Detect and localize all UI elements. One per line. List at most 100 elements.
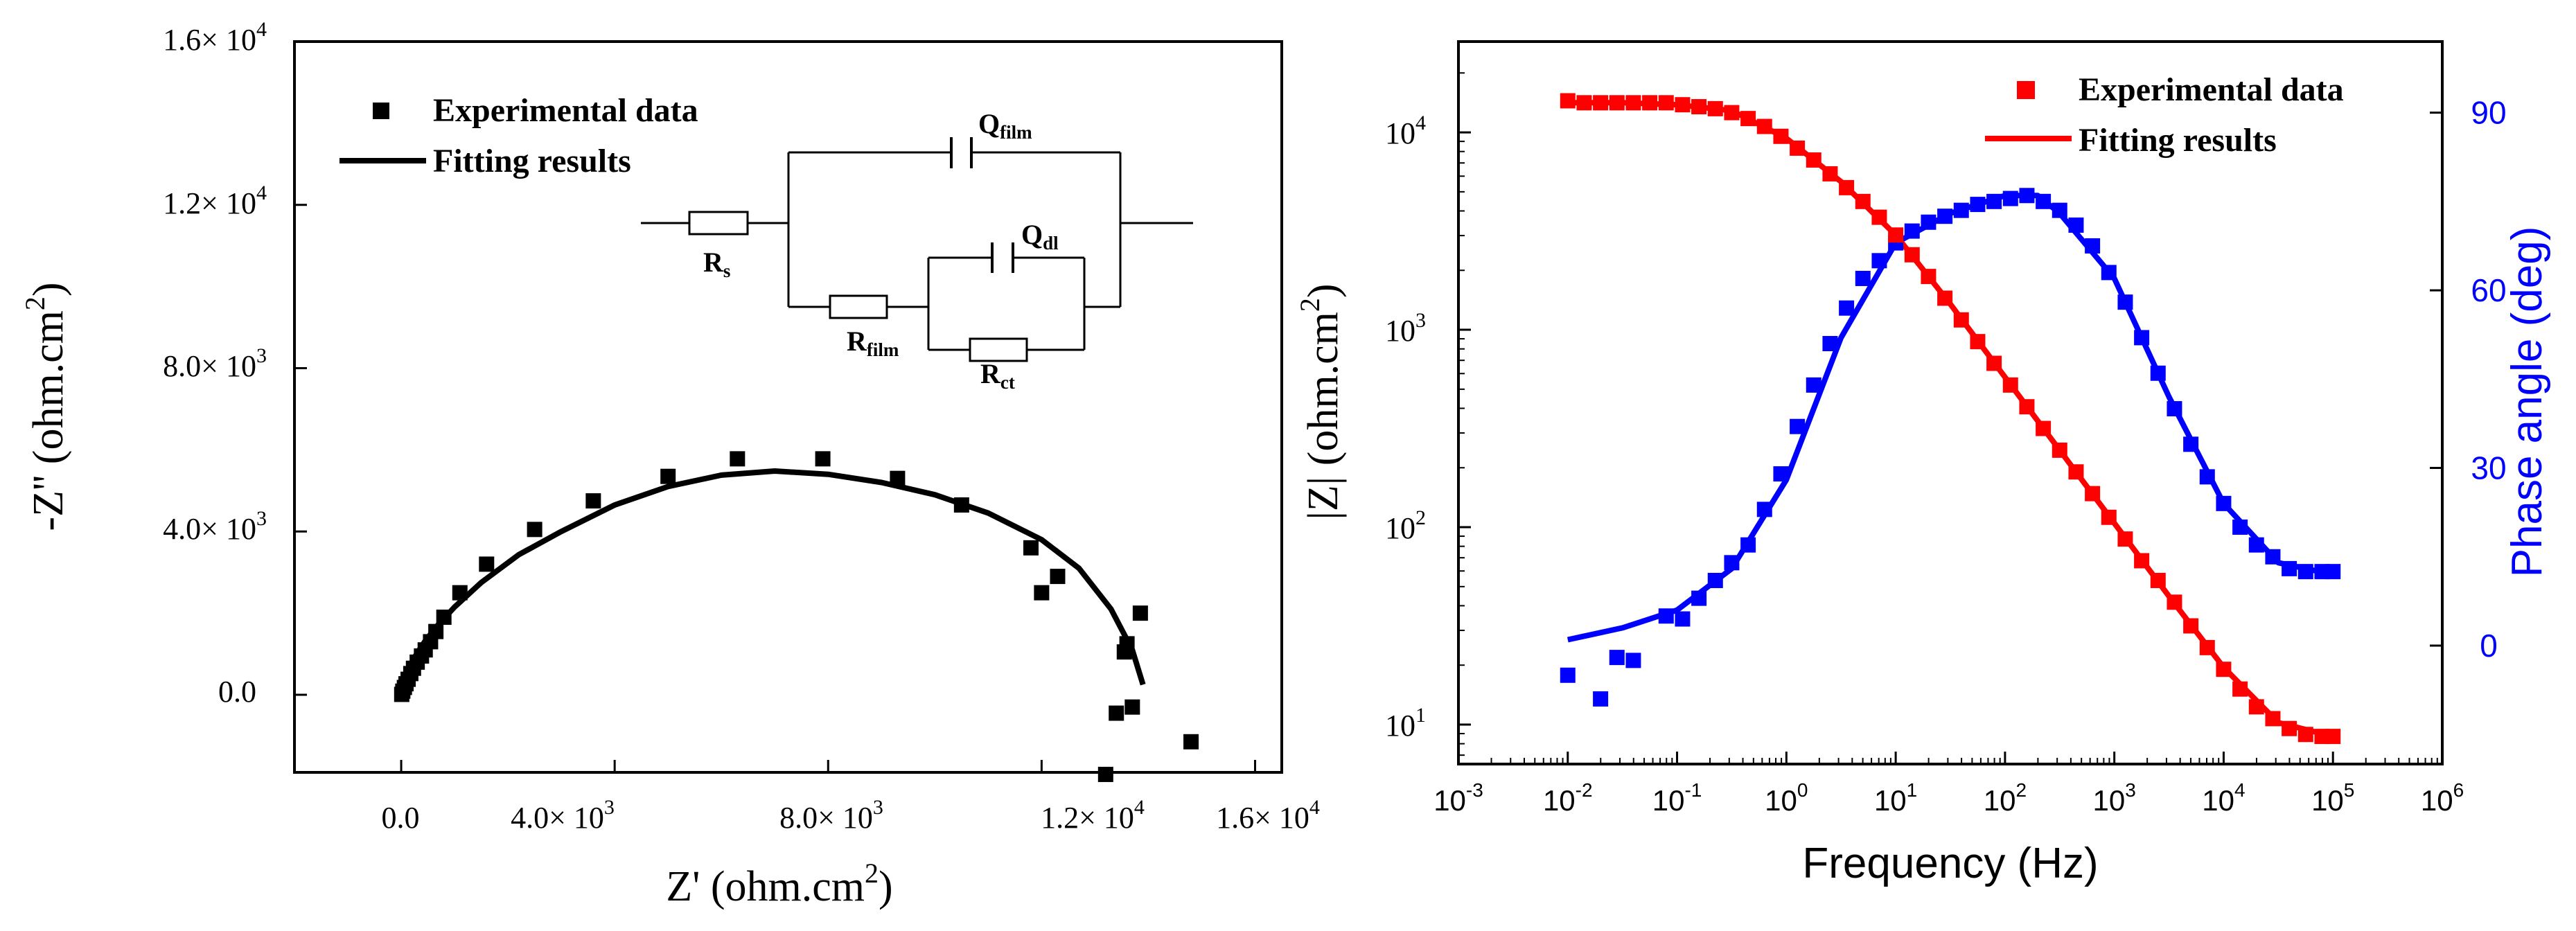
phase-data-point	[1790, 418, 1806, 434]
nyquist-data-point	[1097, 766, 1113, 782]
nyquist-data-point	[1023, 540, 1039, 556]
impedance-data-point	[1658, 95, 1674, 111]
impedance-data-point	[2199, 639, 2215, 655]
bode-x-tick-label: 106	[2421, 779, 2464, 817]
nyquist-data-point	[1132, 605, 1148, 621]
impedance-data-point	[2232, 681, 2248, 697]
bode-ticks	[1457, 72, 2444, 764]
impedance-data-point	[2019, 399, 2035, 415]
nyquist-x-tick-label: 1.6× 104	[1216, 796, 1320, 835]
impedance-fit-line	[1567, 100, 2334, 739]
circuit-labels: Rs Qfilm Rfilm Qdl Rct	[703, 108, 1059, 393]
legend-square-marker	[2017, 81, 2035, 99]
legend-label-experimental: Experimental data	[433, 92, 698, 129]
impedance-experimental-series	[1560, 93, 2341, 745]
nyquist-x-axis-title: Z' (ohm.cm2)	[666, 858, 892, 910]
rfilm-label: Rfilm	[847, 326, 899, 360]
phase-data-point	[2265, 549, 2281, 565]
impedance-data-point	[1921, 269, 1937, 285]
impedance-data-point	[1642, 95, 1658, 111]
phase-data-point	[2183, 436, 2199, 452]
rfilm-resistor	[829, 294, 888, 319]
impedance-data-point	[2101, 509, 2117, 525]
nyquist-y-tick-label: 1.2× 104	[163, 181, 267, 220]
phase-data-point	[1756, 502, 1772, 517]
bode-x-tick-label: 100	[1765, 779, 1808, 817]
phase-data-point	[2282, 560, 2297, 576]
bode-x-tick-label: 105	[2311, 779, 2354, 817]
phase-experimental-series	[1560, 188, 2341, 707]
impedance-data-point	[2002, 377, 2018, 393]
impedance-data-point	[1871, 209, 1887, 225]
phase-data-point	[2150, 365, 2166, 381]
impedance-data-point	[1756, 118, 1772, 134]
phase-data-point	[2036, 193, 2052, 209]
phase-data-point	[2297, 564, 2313, 580]
bode-x-tick-label: 10-1	[1652, 779, 1702, 817]
legend-label-fitting: Fitting results	[433, 143, 631, 179]
nyquist-plot-frame	[293, 40, 1283, 774]
phase-data-point	[2068, 218, 2084, 233]
nyquist-y-tick-label: 0.0	[218, 675, 256, 709]
nyquist-data-point	[585, 493, 601, 509]
impedance-data-point	[2085, 486, 2101, 502]
nyquist-legend: Experimental data Fitting results	[339, 92, 698, 179]
phase-data-point	[2117, 294, 2133, 310]
impedance-data-point	[2216, 662, 2232, 677]
phase-data-point	[1855, 270, 1871, 286]
nyquist-data-point	[890, 470, 906, 486]
bode-y-tick-label: 104	[1385, 112, 1426, 150]
nyquist-data-point	[1124, 699, 1140, 715]
phase-data-point	[1724, 555, 1740, 571]
bode-y-axis-title: |Z| (ohm.cm2)	[1294, 284, 1347, 520]
nyquist-y-tick-label: 1.6× 104	[163, 18, 267, 57]
nyquist-data-point	[1050, 569, 1066, 585]
bode-x-tick-label: 101	[1874, 779, 1917, 817]
nyquist-data-point	[1109, 705, 1124, 721]
bode-x-tick-label: 102	[1984, 779, 2027, 817]
rct-resistor	[969, 337, 1028, 362]
phase-data-point	[1740, 537, 1756, 553]
impedance-data-point	[2068, 464, 2084, 480]
nyquist-data-point	[815, 451, 831, 467]
impedance-data-point	[1855, 193, 1871, 209]
nyquist-y-tick-label: 8.0× 103	[163, 344, 267, 383]
phase-data-point	[1871, 253, 1887, 269]
bode-y2-tick-label: 90	[2471, 95, 2506, 131]
impedance-data-point	[1675, 97, 1691, 113]
phase-fit-series	[1567, 193, 2334, 643]
rs-resistor	[688, 211, 749, 236]
nyquist-x-tick-label: 4.0× 103	[511, 796, 615, 835]
impedance-data-point	[1593, 95, 1609, 111]
impedance-data-point	[2117, 531, 2133, 547]
nyquist-data-point	[527, 522, 542, 538]
impedance-data-point	[1790, 140, 1806, 156]
impedance-data-point	[1904, 247, 1920, 263]
impedance-data-point	[2325, 729, 2341, 745]
impedance-data-point	[1970, 334, 1986, 350]
impedance-data-point	[1691, 99, 1707, 115]
phase-data-point	[1675, 611, 1691, 627]
impedance-data-point	[1839, 179, 1855, 195]
nyquist-x-tick-label: 1.2× 104	[1041, 796, 1145, 835]
phase-data-point	[1839, 300, 1855, 316]
nyquist-x-tick-label: 8.0× 103	[779, 796, 883, 835]
phase-data-point	[1937, 209, 1953, 224]
phase-data-point	[2199, 469, 2215, 485]
impedance-data-point	[1953, 312, 1969, 328]
impedance-data-point	[1773, 128, 1789, 144]
legend-label-experimental: Experimental data	[2079, 71, 2344, 108]
rct-label: Rct	[980, 358, 1015, 393]
nyquist-data-point	[660, 468, 676, 484]
legend-square-marker	[373, 103, 389, 119]
phase-data-point	[2248, 537, 2264, 553]
impedance-data-point	[1560, 93, 1576, 109]
nyquist-data-point	[452, 585, 468, 601]
phase-data-point	[2325, 564, 2341, 580]
nyquist-data-point	[436, 610, 452, 626]
impedance-data-point	[1806, 152, 1821, 168]
equivalent-circuit	[641, 137, 1193, 362]
impedance-data-point	[2282, 720, 2297, 736]
qdl-label: Qdl	[1021, 219, 1059, 254]
